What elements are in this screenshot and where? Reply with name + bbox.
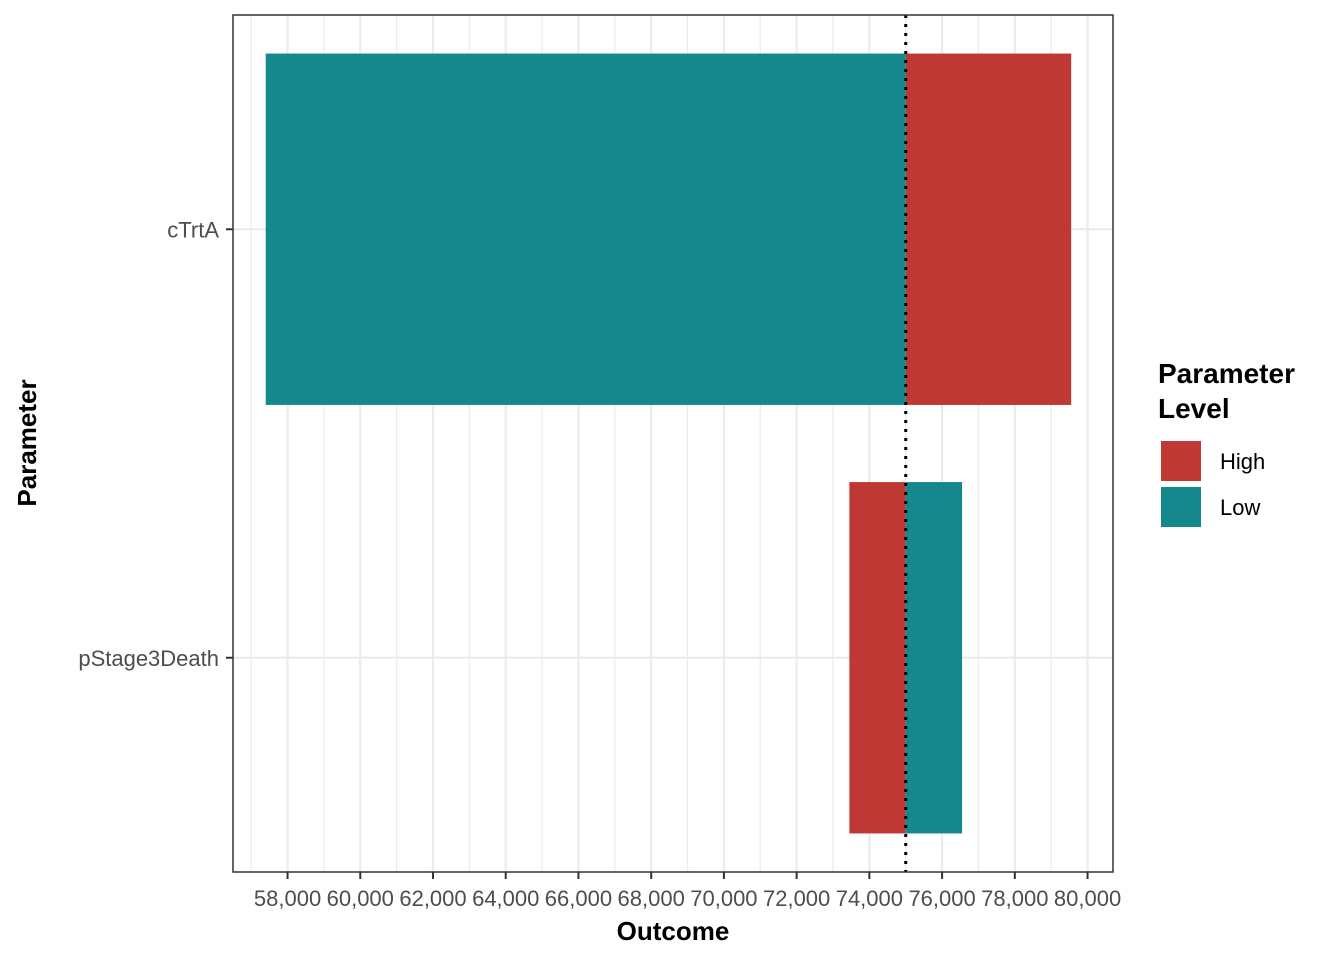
legend-title-line-1: Parameter <box>1158 358 1295 389</box>
x-axis-title: Outcome <box>617 916 730 946</box>
legend-key-low <box>1159 485 1203 529</box>
bar-pstage3death-low <box>905 482 963 834</box>
bar-ctrta-low <box>265 53 906 405</box>
legend: Parameter Level High Low <box>1158 358 1295 529</box>
legend-label-high: High <box>1220 449 1265 474</box>
legend-title-line-2: Level <box>1158 393 1230 424</box>
x-tick-label: 74,000 <box>836 886 903 911</box>
legend-key-high <box>1159 439 1203 483</box>
y-axis-title: Parameter <box>12 379 42 506</box>
x-tick-label: 70,000 <box>690 886 757 911</box>
panel-border <box>232 14 1114 873</box>
x-axis: 58,000 60,000 62,000 64,000 66,000 68,000 70,0… <box>254 872 1121 911</box>
x-tick-label: 62,000 <box>399 886 466 911</box>
x-tick-label: 58,000 <box>254 886 321 911</box>
x-tick-label: 76,000 <box>908 886 975 911</box>
x-tick-label: 68,000 <box>618 886 685 911</box>
bar-ctrta-high <box>905 53 1072 405</box>
x-tick-label: 66,000 <box>545 886 612 911</box>
x-tick-label: 78,000 <box>981 886 1048 911</box>
legend-keys: High Low <box>1159 439 1265 529</box>
x-tick-label: 80,000 <box>1054 886 1121 911</box>
legend-label-low: Low <box>1220 495 1260 520</box>
bars <box>265 53 1072 834</box>
y-tick-label: cTrtA <box>167 217 219 242</box>
y-tick-label: pStage3Death <box>78 646 219 671</box>
x-tick-label: 60,000 <box>327 886 394 911</box>
y-axis: cTrtA pStage3Death <box>78 217 233 671</box>
x-tick-label: 64,000 <box>472 886 539 911</box>
x-tick-label: 72,000 <box>763 886 830 911</box>
bar-pstage3death-high <box>849 482 906 834</box>
